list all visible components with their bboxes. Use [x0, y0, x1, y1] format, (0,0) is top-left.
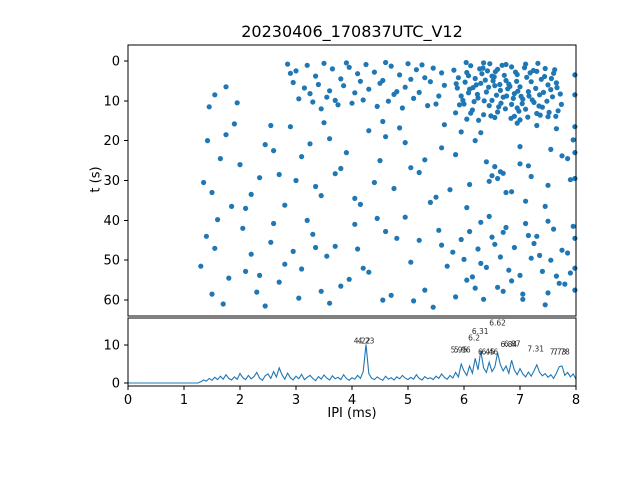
svg-text:40: 40: [103, 214, 120, 229]
svg-text:10: 10: [103, 94, 120, 109]
svg-text:5.96: 5.96: [454, 345, 471, 354]
x-axis-label: IPI (ms): [327, 406, 377, 421]
svg-text:0: 0: [124, 393, 132, 408]
svg-text:6.45: 6.45: [478, 348, 495, 357]
count-trace-line: [128, 344, 577, 384]
top-y-axis-ticks: 0 10 20 30 40 50 60: [103, 54, 128, 309]
svg-text:6.84: 6.84: [500, 340, 517, 349]
svg-text:6.31: 6.31: [472, 327, 489, 336]
svg-text:20: 20: [103, 134, 120, 149]
svg-text:3: 3: [292, 393, 300, 408]
y-axis-label: t (s): [88, 166, 104, 193]
svg-text:7: 7: [516, 393, 524, 408]
x-axis-ticks: 0 1 2 3 4 5 6 7 8: [124, 386, 580, 408]
svg-text:6.2: 6.2: [468, 334, 480, 343]
svg-text:4.22: 4.22: [354, 337, 371, 346]
svg-text:8: 8: [572, 393, 580, 408]
svg-text:6.62: 6.62: [489, 319, 506, 328]
svg-text:10: 10: [103, 339, 120, 354]
svg-text:60: 60: [103, 294, 120, 309]
svg-text:5.95: 5.95: [451, 345, 468, 354]
svg-text:6.87: 6.87: [504, 340, 521, 349]
svg-text:6: 6: [460, 393, 468, 408]
svg-text:1: 1: [180, 393, 188, 408]
svg-text:4.23: 4.23: [358, 337, 375, 346]
svg-text:0: 0: [112, 376, 120, 391]
svg-text:5: 5: [404, 393, 412, 408]
chart-title: 20230406_170837UTC_V12: [241, 22, 463, 41]
svg-text:4: 4: [348, 393, 356, 408]
bottom-y-axis-ticks: 0 10: [103, 339, 128, 391]
scatter-points: [198, 59, 578, 310]
svg-text:50: 50: [103, 254, 120, 269]
peak-annotations: 4.224.23 5.955.96 6.26.31 6.456.46 6.62 6.846…: [354, 319, 570, 357]
svg-text:7.78: 7.78: [553, 348, 570, 357]
svg-text:6.46: 6.46: [481, 348, 498, 357]
svg-text:30: 30: [103, 174, 120, 189]
bottom-axes-frame: [127, 317, 577, 387]
svg-text:7.31: 7.31: [527, 345, 544, 354]
svg-text:7.73: 7.73: [550, 348, 567, 357]
svg-text:0: 0: [112, 54, 120, 69]
svg-text:2: 2: [236, 393, 244, 408]
